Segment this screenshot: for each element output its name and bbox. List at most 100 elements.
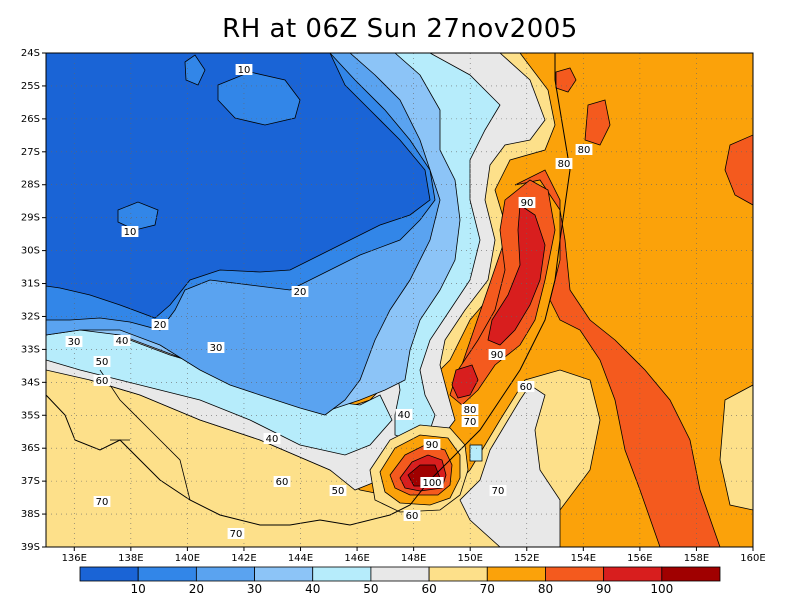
colorbar-label: 40 <box>305 582 320 596</box>
colorbar-swatch <box>195 566 255 582</box>
contour-label-bg <box>291 286 309 297</box>
lat-tick-label: 39S <box>21 542 40 553</box>
contour-label-bg <box>113 335 131 346</box>
blob-red-ne2 <box>584 99 611 146</box>
contour-label: 70 <box>230 529 243 540</box>
colorbar-label: 90 <box>596 582 611 596</box>
contour-label: 80 <box>558 159 571 170</box>
contour-label: 60 <box>96 376 109 387</box>
contour-label: 80 <box>578 145 591 156</box>
contour-label-bg <box>423 439 441 450</box>
colorbar-swatch <box>661 566 721 582</box>
contour-label: 30 <box>210 343 223 354</box>
lat-tick-label: 25S <box>21 81 40 92</box>
contour-label: 80 <box>464 405 477 416</box>
lon-tick-label: 140E <box>175 553 200 564</box>
lon-tick-label: 154E <box>571 553 596 564</box>
contour-labels: 1010202030304040405050606060607070707080… <box>65 64 593 540</box>
contour-label: 60 <box>276 477 289 488</box>
contour-label: 90 <box>521 198 534 209</box>
colorbar-swatch <box>312 566 372 582</box>
contour-label-bg <box>273 476 291 487</box>
colorbar-swatch <box>603 566 663 582</box>
lon-tick-label: 160E <box>740 553 765 564</box>
lon-tick-label: 136E <box>62 553 87 564</box>
contour-label-bg <box>461 404 479 415</box>
contour-label: 50 <box>332 486 345 497</box>
contour-label-bg <box>207 342 225 353</box>
contour-label: 20 <box>154 320 167 331</box>
band-90-100-north <box>487 204 546 346</box>
state-border <box>99 369 191 501</box>
contour-label: 10 <box>238 65 251 76</box>
colorbar-swatch <box>545 566 605 582</box>
lon-tick-label: 142E <box>231 553 256 564</box>
lat-tick-label: 30S <box>21 246 40 257</box>
lat-tick-label: 29S <box>21 213 40 224</box>
cyan-spot <box>469 444 483 462</box>
band-10-island-c <box>184 54 206 86</box>
contour-label: 100 <box>422 478 441 489</box>
colorbar-swatch <box>486 566 546 582</box>
contour-label-bg <box>555 158 573 169</box>
blob-red-east <box>724 134 753 206</box>
contour-label: 90 <box>426 440 439 451</box>
map-frame <box>45 52 754 548</box>
colorbar-swatch <box>428 566 488 582</box>
contour-label: 30 <box>68 337 81 348</box>
lat-tick-label: 34S <box>21 377 40 388</box>
contour-label-bg <box>235 64 253 75</box>
colorbar: 10 20 30 40 50 60 70 80 90 100 <box>79 566 721 596</box>
lon-tick-label: 156E <box>627 553 652 564</box>
lat-tick-label: 36S <box>21 443 40 454</box>
contour-label-bg <box>65 336 83 347</box>
contour-label: 60 <box>406 511 419 522</box>
contour-label-bg <box>518 197 536 208</box>
contour-label: 90 <box>491 350 504 361</box>
map-title: RH at 06Z Sun 27nov2005 <box>222 14 578 44</box>
lon-tick-label: 158E <box>684 553 709 564</box>
lon-tick-label: 152E <box>514 553 539 564</box>
contour-label-bg <box>420 477 444 488</box>
contour-label-bg <box>403 510 421 521</box>
lat-tick-label: 28S <box>21 180 40 191</box>
colorbar-label: 20 <box>189 582 204 596</box>
contour-label: 40 <box>398 410 411 421</box>
contour-label: 40 <box>116 336 129 347</box>
band-90-100-south <box>451 364 479 399</box>
contour-label: 50 <box>96 357 109 368</box>
contour-label-bg <box>329 485 347 496</box>
contour-label-bg <box>489 485 507 496</box>
lat-axis: 24S 25S 26S 27S 28S 29S 30S 31S 32S 33S 34S 35S 36S 3… <box>21 48 46 553</box>
colorbar-label: 30 <box>247 582 262 596</box>
lat-tick-label: 26S <box>21 114 40 125</box>
colorbar-label: 70 <box>480 582 495 596</box>
band-se-yellow <box>719 384 753 511</box>
colorbar-label: 60 <box>421 582 436 596</box>
colorbar-swatch <box>137 566 197 582</box>
lat-tick-label: 31S <box>21 279 40 290</box>
colorbar-label: 10 <box>131 582 146 596</box>
contour-label-bg <box>121 226 139 237</box>
contour-label-bg <box>93 375 111 386</box>
colorbar-swatch <box>370 566 430 582</box>
contour-label-bg <box>575 144 593 155</box>
lon-tick-label: 146E <box>344 553 369 564</box>
lat-tick-label: 32S <box>21 311 40 322</box>
band-10-island-b <box>117 201 159 231</box>
colorbar-label: 100 <box>650 582 673 596</box>
lat-tick-label: 35S <box>21 410 40 421</box>
colorbar-label: 50 <box>363 582 378 596</box>
lon-tick-label: 148E <box>401 553 426 564</box>
contour-label-bg <box>263 433 281 444</box>
contour-label-bg <box>461 416 479 427</box>
contour-label: 40 <box>266 434 279 445</box>
contour-label-bg <box>93 356 111 367</box>
band-0-10 <box>46 53 431 319</box>
lon-axis: 136E 138E 140E 142E 144E 146E 148E 150E 152E 154E… <box>62 547 766 564</box>
lon-tick-label: 138E <box>118 553 143 564</box>
contour-label-bg <box>93 496 111 507</box>
lon-tick-label: 144E <box>288 553 313 564</box>
lon-tick-label: 150E <box>457 553 482 564</box>
